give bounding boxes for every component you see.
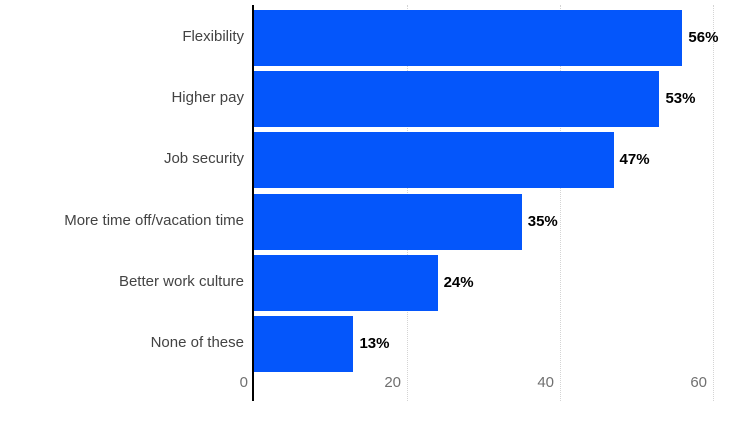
value-label: 35% [527, 212, 558, 230]
x-tick-label: 60 [690, 374, 707, 391]
value-label: 47% [619, 151, 650, 169]
value-label: 24% [443, 273, 474, 291]
x-tick-label: 20 [384, 374, 401, 391]
gridline-40 [560, 5, 561, 401]
bar [254, 71, 660, 128]
category-label: Flexibility [182, 28, 244, 45]
bar [254, 132, 614, 189]
bar [254, 193, 522, 250]
bar [254, 254, 438, 311]
category-label: Higher pay [171, 89, 244, 107]
gridline-60 [713, 5, 714, 401]
value-label: 13% [359, 335, 390, 352]
x-tick-label: 40 [537, 374, 554, 391]
y-axis-line [252, 5, 254, 401]
bar [254, 10, 683, 66]
category-label: More time off/vacation time [64, 211, 244, 229]
value-label: 56% [688, 29, 719, 46]
category-label: Better work culture [118, 272, 244, 290]
category-label: Job security [163, 150, 244, 168]
value-label: 53% [665, 90, 696, 108]
x-tick-label: 0 [239, 374, 248, 391]
bar [254, 316, 354, 372]
category-label: None of these [150, 334, 244, 351]
